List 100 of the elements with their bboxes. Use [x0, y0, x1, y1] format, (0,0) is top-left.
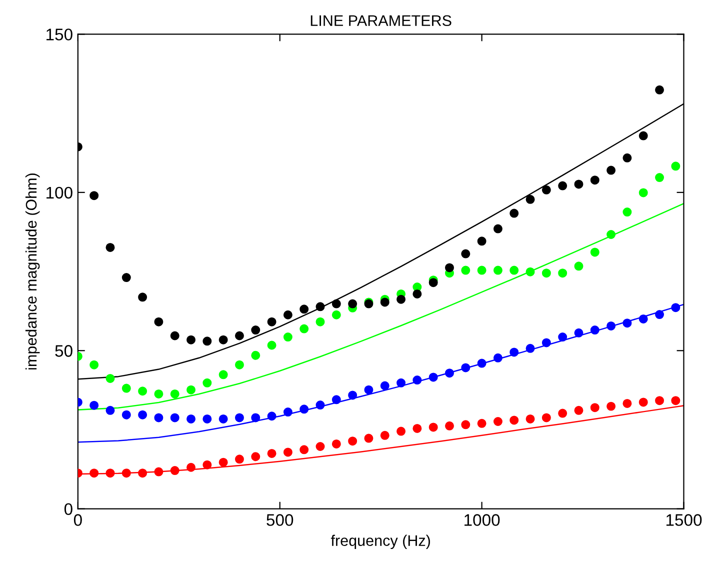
point	[493, 266, 502, 275]
point	[170, 413, 180, 422]
point	[170, 389, 180, 398]
point	[186, 335, 196, 344]
y-tick-label: 50	[55, 345, 72, 357]
point	[267, 448, 276, 458]
point	[574, 328, 584, 338]
point	[300, 304, 309, 314]
point	[380, 381, 390, 390]
point	[671, 396, 680, 406]
point	[332, 395, 341, 404]
point	[526, 267, 535, 276]
point	[267, 340, 276, 350]
point	[106, 468, 115, 478]
point	[444, 421, 454, 430]
point	[316, 400, 325, 410]
point	[590, 248, 600, 257]
point	[186, 462, 196, 472]
point	[477, 266, 486, 275]
point	[154, 467, 164, 476]
point	[138, 468, 148, 478]
point	[655, 310, 664, 320]
point	[154, 413, 164, 422]
point	[477, 418, 486, 428]
point	[542, 268, 551, 278]
point	[186, 385, 196, 394]
point	[671, 162, 680, 171]
point	[638, 188, 648, 198]
point	[154, 389, 164, 398]
point	[300, 445, 309, 454]
point	[234, 331, 244, 340]
point	[234, 413, 244, 422]
point	[493, 417, 502, 426]
point	[332, 439, 341, 448]
point	[251, 326, 260, 335]
point	[444, 263, 454, 272]
point	[218, 370, 228, 380]
point	[332, 299, 341, 308]
point	[412, 424, 422, 433]
y-tick-label: 150	[46, 28, 72, 40]
point	[461, 266, 470, 275]
point	[90, 400, 99, 410]
point	[510, 208, 519, 218]
point	[283, 448, 292, 457]
x-tick-label: 0	[74, 514, 82, 526]
point	[283, 408, 292, 417]
point	[412, 289, 422, 298]
x-tick-label: 500	[266, 514, 294, 526]
point	[170, 466, 180, 476]
point	[267, 412, 276, 421]
point	[202, 336, 212, 346]
point	[574, 262, 584, 271]
point	[606, 166, 616, 175]
point	[283, 332, 292, 342]
point	[364, 385, 374, 394]
point	[202, 378, 212, 388]
point	[526, 414, 535, 424]
point	[138, 292, 148, 302]
point	[558, 332, 568, 342]
chart-title: LINE PARAMETERS	[310, 15, 452, 26]
point	[542, 338, 551, 348]
y-tick-label: 100	[46, 186, 72, 199]
point	[606, 321, 616, 330]
point	[218, 335, 228, 344]
point	[90, 191, 99, 200]
point	[590, 176, 600, 185]
point	[461, 249, 470, 258]
point	[348, 299, 358, 308]
point	[444, 368, 454, 378]
point	[234, 454, 244, 464]
line-series	[78, 304, 684, 443]
point	[283, 310, 292, 320]
point	[106, 406, 115, 415]
point	[428, 278, 438, 288]
point	[251, 350, 260, 360]
point	[316, 442, 325, 451]
point	[574, 406, 584, 415]
point	[558, 181, 568, 190]
point	[526, 194, 535, 204]
point	[186, 414, 196, 424]
point	[90, 468, 99, 478]
point	[622, 398, 632, 408]
point	[122, 410, 131, 420]
point	[202, 460, 212, 470]
point	[138, 386, 148, 396]
point	[380, 430, 390, 440]
point	[251, 413, 260, 422]
point	[622, 318, 632, 328]
point	[461, 363, 470, 372]
point	[170, 331, 180, 340]
point	[122, 273, 131, 282]
point	[622, 153, 632, 162]
point	[332, 310, 341, 320]
point	[122, 384, 131, 393]
point	[510, 416, 519, 425]
point	[412, 376, 422, 385]
point	[574, 180, 584, 189]
x-tick-label: 1500	[666, 514, 702, 526]
point	[542, 185, 551, 194]
point	[202, 414, 212, 424]
